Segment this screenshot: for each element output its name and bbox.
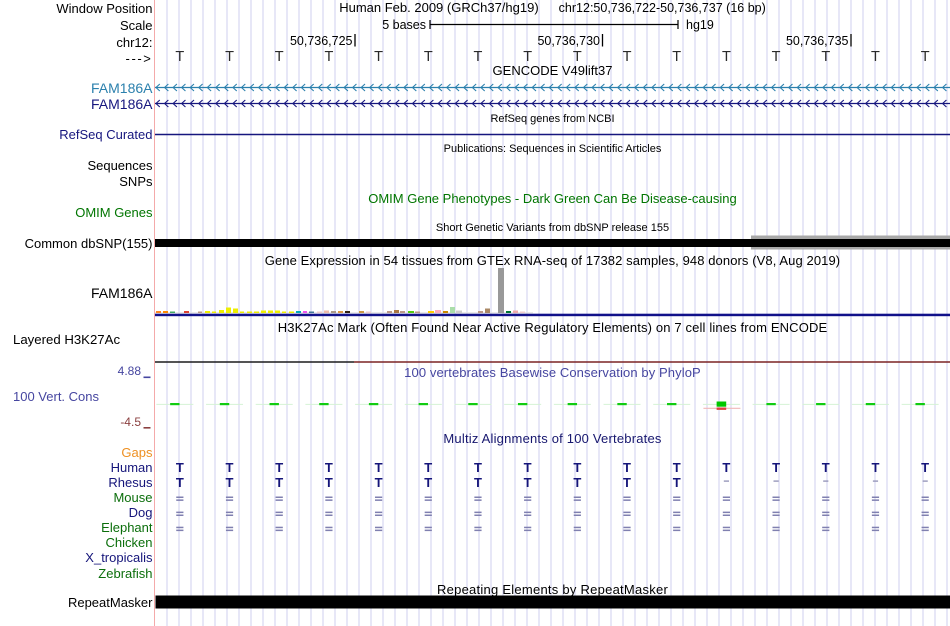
svg-text:T: T (573, 460, 581, 475)
svg-text:T: T (921, 49, 930, 65)
svg-text:T: T (424, 460, 432, 475)
svg-text:T: T (324, 49, 333, 65)
svg-text:T: T (225, 49, 234, 65)
svg-text:T: T (623, 49, 632, 65)
svg-text:T: T (275, 49, 284, 65)
svg-text:T: T (424, 49, 433, 65)
svg-text:T: T (424, 475, 432, 490)
svg-text:T: T (673, 475, 681, 490)
svg-text:T: T (772, 49, 781, 65)
svg-text:T: T (573, 475, 581, 490)
svg-text:T: T (623, 460, 631, 475)
svg-text:T: T (573, 49, 582, 65)
svg-text:T: T (871, 49, 880, 65)
svg-text:T: T (275, 475, 283, 490)
svg-text:T: T (523, 49, 532, 65)
svg-text:T: T (672, 49, 681, 65)
svg-text:T: T (325, 475, 333, 490)
svg-text:T: T (176, 475, 184, 490)
svg-text:T: T (524, 460, 532, 475)
svg-text:T: T (474, 49, 483, 65)
svg-text:T: T (325, 460, 333, 475)
svg-text:T: T (524, 475, 532, 490)
svg-text:T: T (474, 475, 482, 490)
svg-text:T: T (226, 460, 234, 475)
svg-text:T: T (722, 460, 730, 475)
svg-text:T: T (921, 460, 929, 475)
svg-text:T: T (474, 460, 482, 475)
svg-text:T: T (275, 460, 283, 475)
svg-text:T: T (822, 460, 830, 475)
svg-text:T: T (772, 460, 780, 475)
svg-text:T: T (722, 49, 731, 65)
svg-text:T: T (175, 49, 184, 65)
svg-text:T: T (623, 475, 631, 490)
svg-text:T: T (821, 49, 830, 65)
svg-text:T: T (375, 475, 383, 490)
svg-text:T: T (226, 475, 234, 490)
svg-text:T: T (374, 49, 383, 65)
svg-text:T: T (673, 460, 681, 475)
svg-text:T: T (176, 460, 184, 475)
svg-text:T: T (375, 460, 383, 475)
svg-text:T: T (871, 460, 879, 475)
